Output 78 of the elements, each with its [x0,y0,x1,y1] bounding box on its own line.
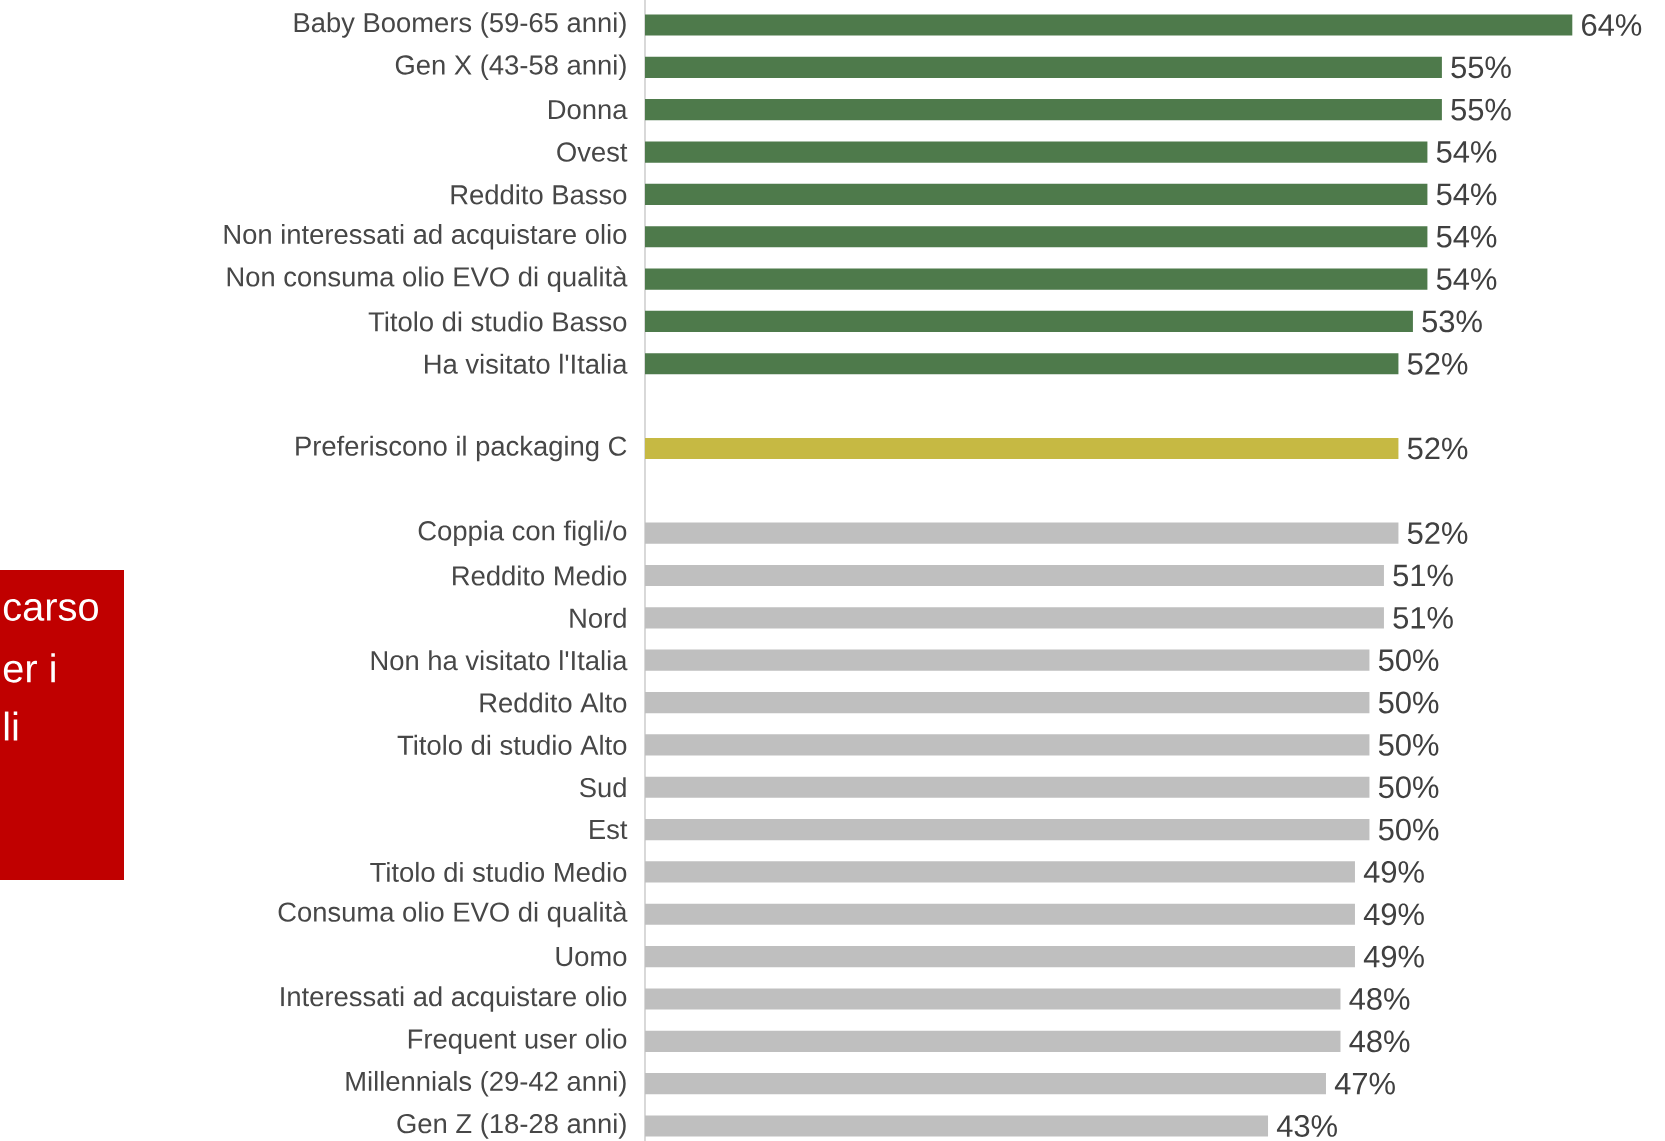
y-tick-label: Titolo di studio Basso [368,311,627,332]
bar [645,734,1370,756]
data-label: 43% [1276,1115,1337,1137]
bar [645,268,1428,290]
y-tick-label: Est [590,820,628,840]
y-tick-label: Frequent user olio [408,1028,627,1055]
y-tick-label: Titolo di studio Alto [397,734,627,755]
bar [645,1030,1341,1052]
y-tick-label: Reddito Medio [453,565,627,586]
bar [645,691,1370,714]
bar [645,522,1399,544]
data-label: 50% [1378,733,1439,756]
y-tick-label: Gen X (43-58 anni) [395,54,626,81]
bar [645,99,1442,121]
y-tick-label: Millennials (29-42 anni) [346,1070,626,1097]
y-tick-label: Nord [570,607,626,628]
data-label: 49% [1363,945,1424,968]
y-tick-label: Titolo di studio Medio [370,861,627,882]
text: er i [3,653,55,683]
bar [645,946,1355,968]
data-label: 54% [1436,183,1497,206]
data-label: 50% [1378,649,1439,672]
bar [645,353,1399,375]
data-label: 50% [1378,776,1439,799]
y-tick-label: Non interessati ad acquistare olio [224,223,627,250]
data-label: 54% [1436,268,1497,290]
data-label: 55% [1451,98,1511,121]
y-tick-label: Donna [549,100,628,120]
data-label: 51% [1393,606,1453,629]
y-tick-label: Non consuma olio EVO di qualità [227,266,628,293]
data-label: 52% [1407,522,1468,545]
y-tick-label: Interessati ad acquistare olio [281,986,627,1012]
y-tick-label: Baby Boomers (59-65 anni) [294,12,626,38]
data-label: 51% [1393,564,1453,587]
y-tick-label: Gen Z (18-28 anni) [397,1113,626,1139]
data-label: 47% [1334,1072,1395,1095]
bar [645,310,1413,333]
bar [645,564,1384,587]
y-tick-label: Coppia con figli/o [418,520,627,546]
data-label: 50% [1378,818,1439,841]
bar [645,607,1384,629]
data-label: 49% [1363,903,1424,926]
data-label: 64% [1582,14,1642,36]
data-label: 50% [1378,691,1439,714]
y-tick-label: Reddito Basso [451,184,627,205]
y-tick-label: Sud [579,777,626,798]
bar [645,437,1399,460]
bar [645,14,1573,36]
bar [645,649,1370,671]
data-label: 53% [1422,310,1482,333]
y-tick-label: Reddito Alto [480,692,627,713]
y-tick-label: Non ha visitato l'Italia [371,650,628,671]
text: carso [3,599,98,621]
data-label: 54% [1436,225,1497,248]
bar [645,861,1355,883]
bar [645,819,1370,841]
bar [645,183,1428,205]
y-tick-label: Uomo [556,947,627,967]
text: li [4,711,18,741]
data-label: 52% [1407,437,1468,460]
data-label: 55% [1451,56,1511,79]
data-label: 48% [1349,988,1410,1010]
bar [645,1073,1326,1095]
y-tick-label: Ovest [557,142,628,162]
bar [645,988,1341,1010]
bar [645,1115,1269,1137]
y-tick-label: Ha visitato l'Italia [425,353,628,374]
bar [645,141,1428,163]
bar [645,226,1428,248]
data-label: 52% [1407,352,1468,375]
bar [645,776,1370,798]
data-label: 48% [1349,1030,1410,1053]
bar [645,903,1355,925]
y-tick-label: Preferiscono il packaging C [296,435,627,462]
data-label: 54% [1436,141,1497,163]
bar [645,56,1442,78]
data-label: 49% [1363,861,1424,883]
y-tick-label: Consuma olio EVO di qualità [278,901,628,928]
